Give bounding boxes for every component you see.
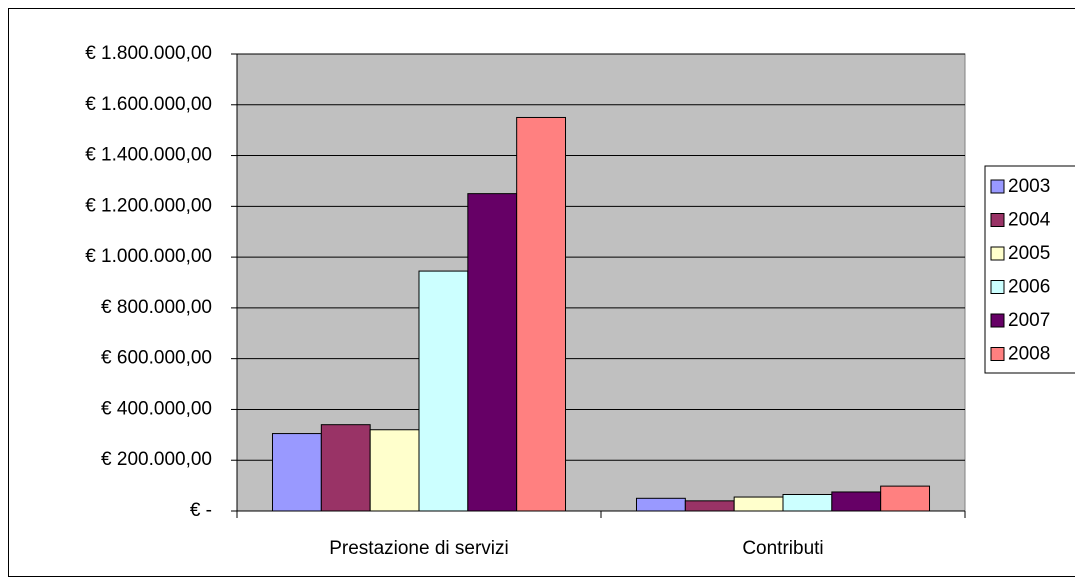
bar (782, 493, 833, 512)
y-tick-label: € 1.600.000,00 (85, 94, 212, 115)
bar (733, 496, 784, 512)
y-tick-label: € 1.200.000,00 (85, 195, 212, 216)
y-tick-label: € - (190, 500, 212, 521)
legend-label: 2003 (1008, 176, 1050, 197)
legend-label: 2007 (1008, 310, 1050, 331)
bar (684, 500, 735, 512)
y-tick-label: € 200.000,00 (101, 449, 212, 470)
y-tick-label: € 1.000.000,00 (85, 246, 212, 267)
bar (635, 497, 686, 512)
legend-label: 2004 (1008, 210, 1051, 231)
y-tick-label: € 400.000,00 (101, 398, 212, 419)
bar (271, 433, 322, 512)
bar (880, 485, 931, 512)
legend-label: 2008 (1008, 344, 1050, 365)
bar (467, 193, 518, 512)
legend-swatch (990, 179, 1005, 194)
y-tick-label: € 1.800.000,00 (85, 43, 212, 64)
bar (516, 116, 567, 512)
legend-swatch (990, 213, 1005, 227)
legend-swatch (990, 280, 1005, 294)
legend-swatch (990, 246, 1005, 261)
bar (320, 424, 371, 512)
x-tick-label: Prestazione di servizi (329, 538, 509, 559)
legend-label: 2005 (1008, 243, 1050, 264)
y-tick-label: € 800.000,00 (101, 297, 212, 318)
bar (418, 270, 469, 512)
y-tick-label: € 1.400.000,00 (85, 145, 212, 166)
bar (369, 429, 420, 512)
legend-box (984, 165, 1075, 374)
bar (831, 491, 882, 512)
legend-swatch (990, 313, 1005, 328)
y-tick-label: € 600.000,00 (101, 348, 212, 369)
legend-label: 2006 (1008, 277, 1050, 298)
x-tick-label: Contributi (742, 538, 823, 559)
legend-swatch (990, 347, 1005, 361)
